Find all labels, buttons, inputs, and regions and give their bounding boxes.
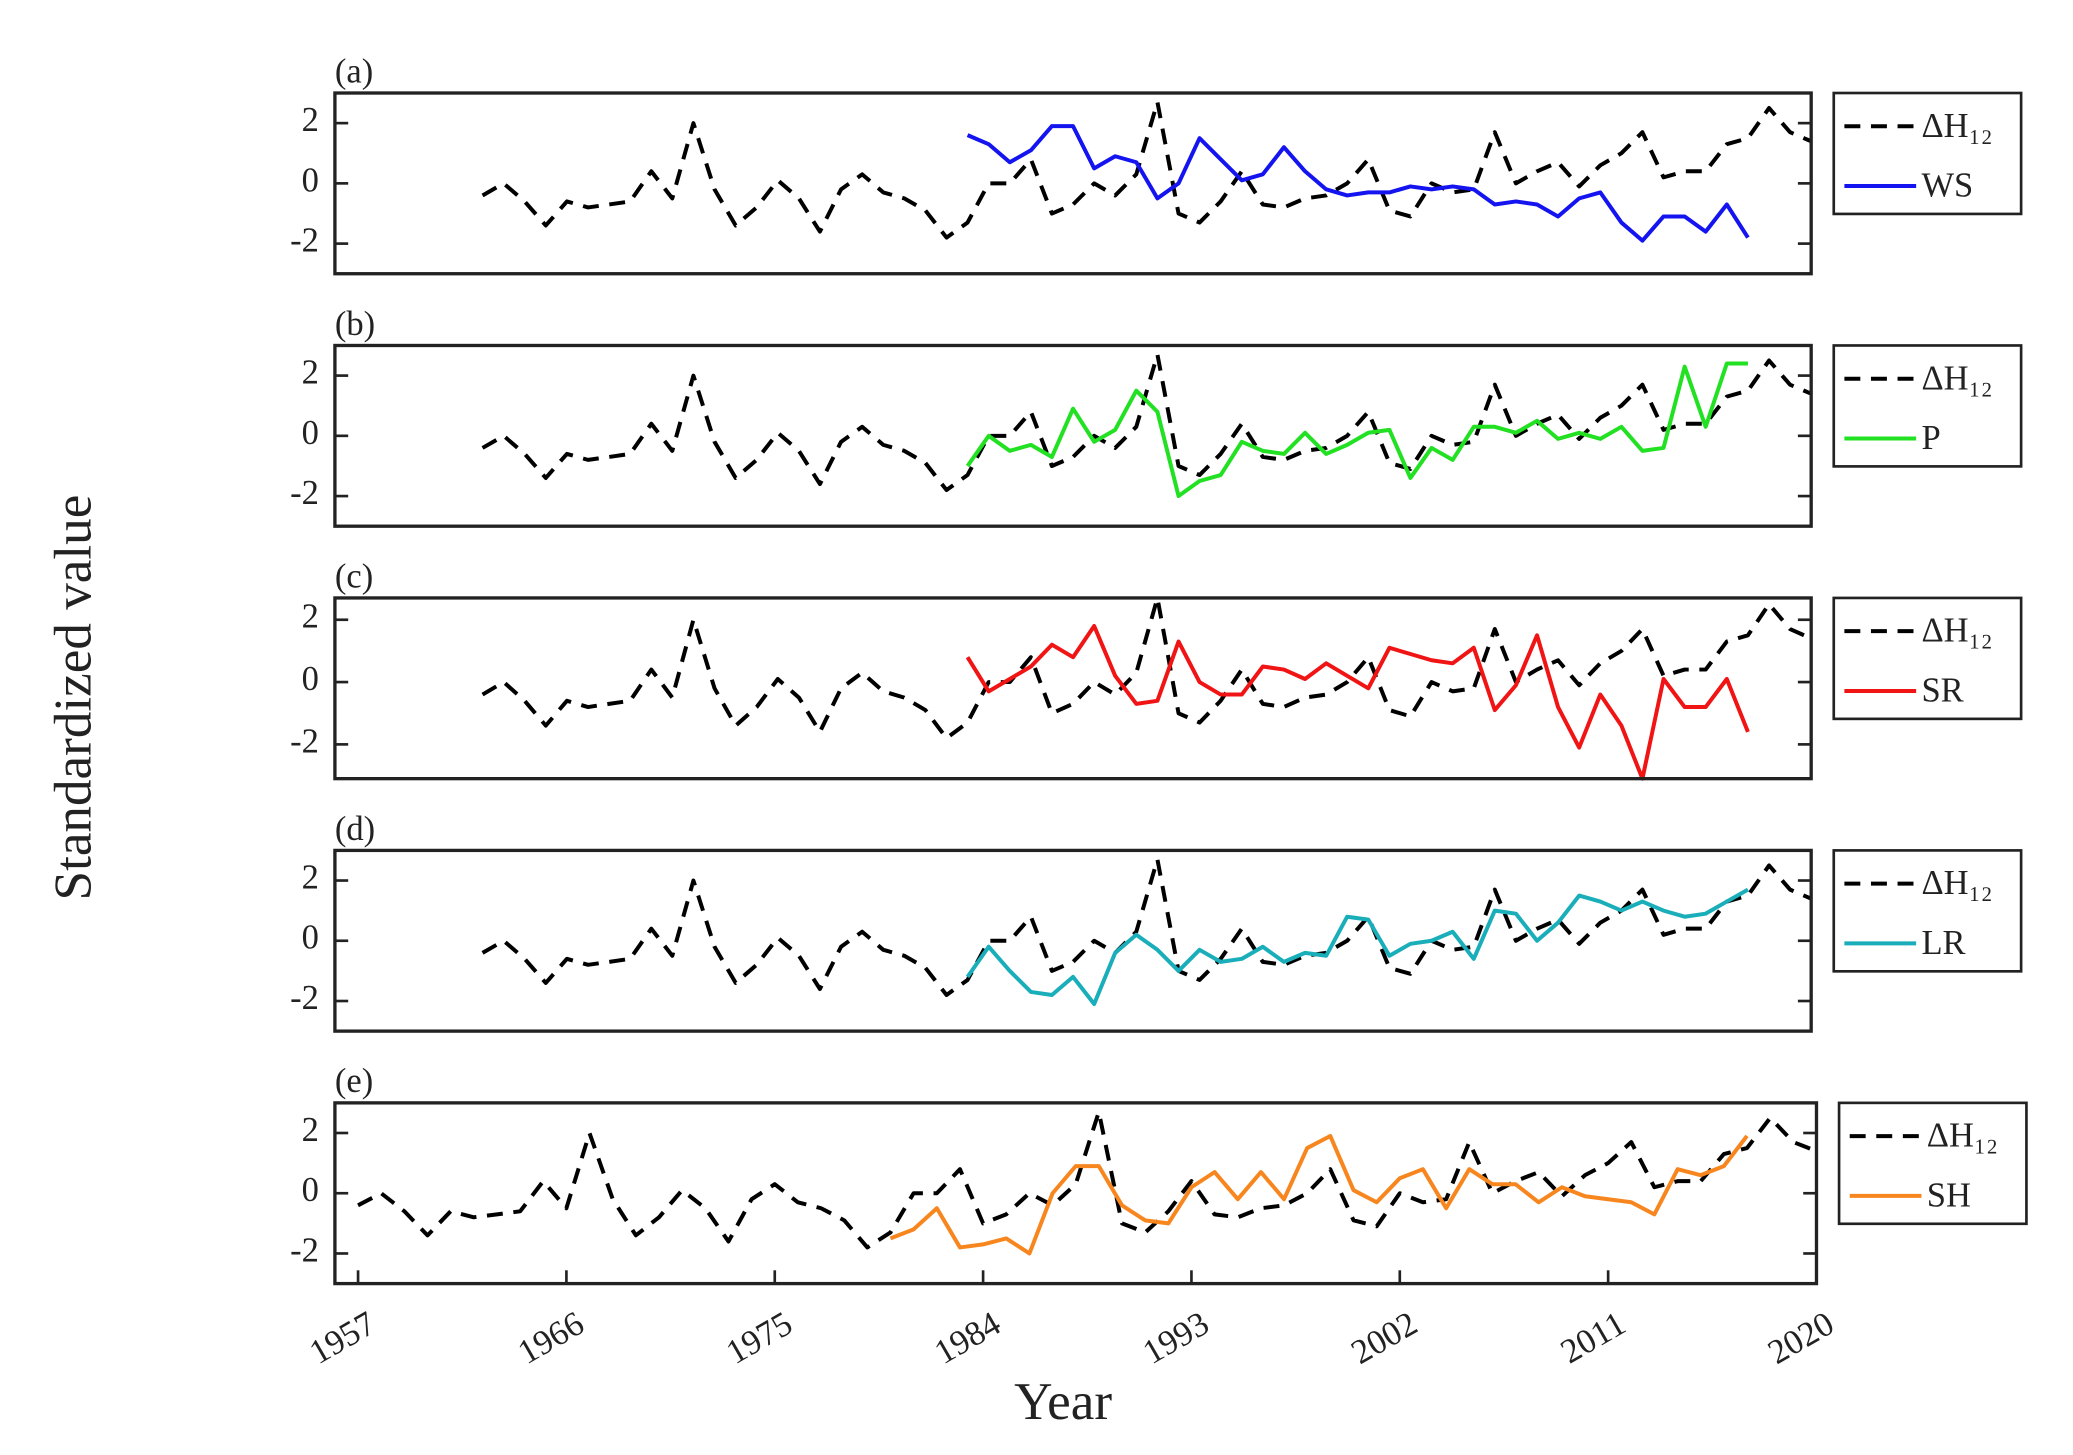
y-tick-label: 0 bbox=[302, 919, 319, 957]
legend-box bbox=[1832, 344, 2023, 468]
x-tick-label: 1993 bbox=[1137, 1304, 1216, 1371]
y-tick-label: 2 bbox=[302, 354, 319, 392]
x-tick-label: 1975 bbox=[720, 1304, 799, 1371]
x-tick-label: 1984 bbox=[928, 1304, 1007, 1371]
panel: (a) -2 0 2 ΔH₁₂ WS bbox=[290, 52, 2023, 276]
legend-label: ΔH₁₂ bbox=[1921, 107, 1992, 145]
legend-label: ΔH₁₂ bbox=[1921, 612, 1992, 650]
panel-label: (b) bbox=[335, 305, 375, 343]
y-tick-label: -2 bbox=[290, 979, 319, 1017]
x-axis-label: Year bbox=[1014, 1373, 1112, 1431]
legend-label: SH bbox=[1927, 1176, 1971, 1214]
legend-label: ΔH₁₂ bbox=[1921, 359, 1992, 397]
panel-label: (e) bbox=[335, 1062, 373, 1100]
data-line bbox=[481, 352, 1812, 493]
x-tick-label: 2011 bbox=[1554, 1304, 1632, 1371]
data-line bbox=[965, 887, 1749, 1007]
y-tick-label: -2 bbox=[290, 222, 319, 260]
plot-frame bbox=[333, 91, 1813, 276]
legend-label: P bbox=[1921, 419, 1940, 457]
panel-label: (c) bbox=[335, 557, 373, 595]
panel-label: (a) bbox=[335, 52, 373, 90]
x-tick-label: 1966 bbox=[512, 1304, 591, 1371]
y-tick-label: 2 bbox=[302, 101, 319, 139]
x-tick-label: 1957 bbox=[303, 1304, 382, 1371]
data-line bbox=[481, 857, 1812, 997]
data-line bbox=[357, 1109, 1818, 1250]
legend-box bbox=[1832, 596, 2023, 721]
y-tick-label: 2 bbox=[302, 858, 319, 896]
y-tick-label: 2 bbox=[302, 598, 319, 636]
panel: (b) -2 0 2 ΔH₁₂ P bbox=[290, 305, 2023, 528]
y-tick-label: 0 bbox=[302, 1171, 319, 1209]
legend-box bbox=[1832, 91, 2023, 216]
y-tick-label: -2 bbox=[290, 722, 319, 760]
y-tick-label: 2 bbox=[302, 1111, 319, 1149]
x-tick-label: 2020 bbox=[1762, 1304, 1841, 1371]
legend-label: WS bbox=[1921, 167, 1973, 205]
data-line bbox=[966, 124, 1750, 243]
legend-box bbox=[1837, 1101, 2028, 1226]
data-line bbox=[889, 1133, 1749, 1256]
data-line bbox=[965, 623, 1750, 781]
plot-frame bbox=[333, 848, 1813, 1033]
legend-label: ΔH₁₂ bbox=[1927, 1117, 1998, 1155]
legend-label: LR bbox=[1921, 924, 1965, 962]
y-tick-label: -2 bbox=[290, 474, 319, 512]
x-tick-label: 2002 bbox=[1345, 1304, 1424, 1371]
data-line bbox=[965, 361, 1748, 499]
data-line bbox=[481, 595, 1812, 741]
plot-frame bbox=[333, 343, 1813, 528]
y-tick-label: 0 bbox=[302, 660, 319, 698]
y-axis-label: Standardized value bbox=[44, 495, 102, 901]
panel-label: (d) bbox=[335, 810, 375, 848]
legend-box bbox=[1832, 849, 2023, 973]
legend-label: SR bbox=[1921, 672, 1963, 710]
plot-frame bbox=[333, 1101, 1819, 1286]
y-tick-label: 0 bbox=[302, 161, 319, 199]
y-tick-label: 0 bbox=[302, 414, 319, 452]
plot-frame bbox=[333, 596, 1813, 781]
panel: (e) -2 0 2 1957 1966 1975 1984 1993 2002 2011 2020 Δ… bbox=[290, 1062, 2028, 1372]
panel: (d) -2 0 2 ΔH₁₂ LR bbox=[290, 810, 2023, 1033]
y-tick-label: -2 bbox=[290, 1231, 319, 1269]
panel: (c) -2 0 2 ΔH₁₂ SR bbox=[290, 557, 2023, 781]
data-line bbox=[481, 100, 1812, 240]
legend-label: ΔH₁₂ bbox=[1921, 864, 1992, 902]
